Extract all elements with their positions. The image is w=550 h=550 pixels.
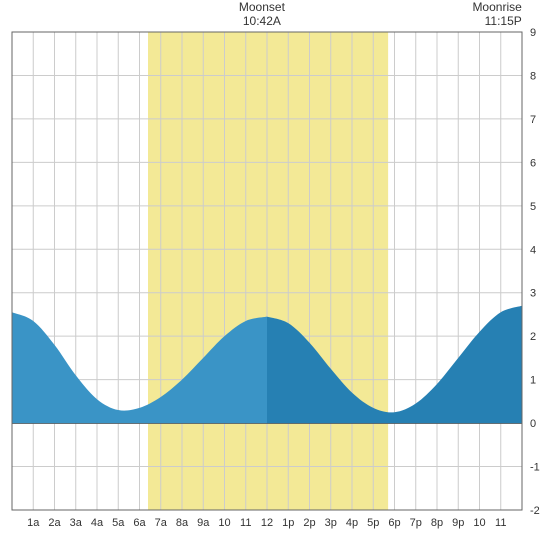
svg-text:8: 8: [530, 70, 536, 82]
svg-text:4: 4: [530, 244, 536, 256]
svg-text:8p: 8p: [431, 517, 443, 529]
svg-text:6a: 6a: [133, 517, 146, 529]
tide-chart: Moonset 10:42A Moonrise 11:15P 1a2a3a4a5…: [0, 0, 550, 550]
svg-text:2a: 2a: [48, 517, 61, 529]
svg-text:5a: 5a: [112, 517, 125, 529]
svg-text:10: 10: [473, 517, 485, 529]
svg-text:7p: 7p: [410, 517, 422, 529]
svg-text:3: 3: [530, 288, 536, 300]
svg-text:9: 9: [530, 27, 536, 39]
svg-text:7a: 7a: [155, 517, 168, 529]
svg-text:6: 6: [530, 157, 536, 169]
moonset-header: Moonset 10:42A: [232, 0, 292, 28]
svg-text:3a: 3a: [70, 517, 83, 529]
svg-text:2: 2: [530, 331, 536, 343]
chart-svg: 1a2a3a4a5a6a7a8a9a1011121p2p3p4p5p6p7p8p…: [0, 0, 550, 550]
svg-text:1: 1: [530, 375, 536, 387]
svg-text:6p: 6p: [388, 517, 400, 529]
moonset-time: 10:42A: [232, 14, 292, 28]
svg-text:4a: 4a: [91, 517, 104, 529]
svg-text:7: 7: [530, 114, 536, 126]
svg-text:-2: -2: [530, 505, 540, 517]
svg-text:1a: 1a: [27, 517, 40, 529]
svg-text:5p: 5p: [367, 517, 379, 529]
svg-text:1p: 1p: [282, 517, 294, 529]
svg-text:11: 11: [495, 517, 506, 529]
svg-text:5: 5: [530, 201, 536, 213]
svg-text:9a: 9a: [197, 517, 210, 529]
svg-text:12: 12: [261, 517, 273, 529]
svg-text:9p: 9p: [452, 517, 464, 529]
svg-text:4p: 4p: [346, 517, 358, 529]
moonset-label: Moonset: [232, 0, 292, 14]
svg-text:10: 10: [218, 517, 230, 529]
moonrise-header: Moonrise 11:15P: [462, 0, 522, 28]
svg-text:3p: 3p: [325, 517, 337, 529]
svg-text:11: 11: [240, 517, 251, 529]
moonrise-label: Moonrise: [462, 0, 522, 14]
moonrise-time: 11:15P: [462, 14, 522, 28]
svg-text:-1: -1: [530, 462, 540, 474]
svg-text:0: 0: [530, 418, 536, 430]
svg-text:2p: 2p: [303, 517, 315, 529]
svg-text:8a: 8a: [176, 517, 189, 529]
